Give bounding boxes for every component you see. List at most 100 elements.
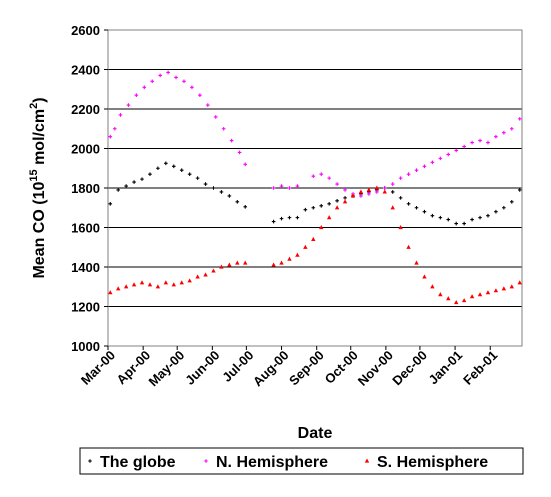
data-point xyxy=(132,180,136,184)
data-point xyxy=(319,203,324,208)
data-point xyxy=(279,216,284,221)
data-point xyxy=(179,168,184,173)
data-point xyxy=(342,199,348,204)
data-point xyxy=(414,168,419,173)
data-point xyxy=(124,184,128,188)
data-point xyxy=(326,215,332,220)
legend-marker-1 xyxy=(204,459,208,463)
data-point xyxy=(509,126,514,131)
data-point xyxy=(271,262,276,267)
data-point xyxy=(213,115,218,119)
data-point xyxy=(113,126,117,131)
data-point xyxy=(287,215,292,220)
data-point xyxy=(156,166,160,171)
data-point xyxy=(461,298,467,303)
data-point xyxy=(406,172,411,176)
data-point xyxy=(139,280,145,285)
data-point xyxy=(182,79,186,84)
data-point xyxy=(187,172,192,176)
data-point xyxy=(422,164,427,169)
data-point xyxy=(334,205,340,210)
data-point xyxy=(311,174,316,178)
data-point xyxy=(454,148,459,153)
data-point xyxy=(430,284,435,289)
data-point xyxy=(494,209,498,214)
data-point xyxy=(462,221,466,226)
data-point xyxy=(327,202,331,206)
data-point xyxy=(382,186,387,190)
data-point xyxy=(279,184,284,188)
data-point xyxy=(179,280,184,285)
data-point xyxy=(187,278,192,283)
y-tick-labels: 1000 1200 1400 1600 1800 2000 2200 2400 2600 xyxy=(71,23,108,354)
data-point xyxy=(235,260,240,265)
y-tick-label: 2200 xyxy=(71,102,100,117)
legend: The globe N. Hemisphere S. Hemisphere xyxy=(79,447,524,475)
y-tick-label: 2000 xyxy=(71,142,100,157)
data-point xyxy=(502,130,506,135)
legend-label-1: N. Hemisphere xyxy=(216,454,328,471)
data-point xyxy=(150,79,155,84)
data-point xyxy=(350,193,356,198)
data-point xyxy=(390,205,395,210)
y-tick-label: 1600 xyxy=(71,221,100,236)
data-point xyxy=(517,280,522,285)
data-point xyxy=(477,292,483,297)
data-point xyxy=(221,126,226,131)
legend-marker-0 xyxy=(88,459,92,463)
data-point xyxy=(414,260,419,265)
data-point xyxy=(398,176,403,180)
data-point xyxy=(142,85,147,90)
data-point xyxy=(211,186,216,190)
data-point xyxy=(406,202,411,206)
data-point xyxy=(438,292,443,297)
data-point xyxy=(494,134,498,139)
x-tick-label: Oct-00 xyxy=(322,348,361,387)
legend-marker-2 xyxy=(364,458,370,463)
legend-label-2: S. Hemisphere xyxy=(377,454,488,471)
data-point xyxy=(446,152,451,157)
data-point xyxy=(446,296,451,301)
x-tick-label: Feb-01 xyxy=(460,348,500,388)
data-point xyxy=(382,189,387,194)
x-tick-label: May-00 xyxy=(146,348,188,390)
data-point xyxy=(366,187,372,192)
data-point xyxy=(414,205,419,210)
x-tick-label: Sep-00 xyxy=(286,348,327,389)
x-axis-title: Date xyxy=(298,425,333,442)
data-point xyxy=(517,188,522,192)
data-point xyxy=(509,284,514,289)
data-point xyxy=(108,290,113,295)
data-point xyxy=(367,192,371,196)
data-point xyxy=(478,215,482,220)
data-point xyxy=(470,217,474,222)
data-point xyxy=(319,172,324,176)
series-2 xyxy=(108,185,522,305)
data-point xyxy=(343,188,347,192)
data-point xyxy=(375,190,379,194)
data-point xyxy=(227,262,232,267)
data-point xyxy=(335,199,339,203)
data-point xyxy=(203,272,208,277)
data-point xyxy=(279,260,284,265)
data-point xyxy=(243,260,248,265)
data-point xyxy=(206,103,210,107)
data-point xyxy=(501,286,507,291)
y-tick-label: 1000 xyxy=(71,339,100,354)
data-point xyxy=(235,200,240,204)
data-point xyxy=(486,140,490,145)
data-point xyxy=(174,75,178,80)
data-point xyxy=(147,282,153,287)
data-point xyxy=(422,274,427,279)
data-point xyxy=(190,85,194,90)
data-point xyxy=(219,190,224,194)
data-points xyxy=(108,70,522,305)
data-point xyxy=(163,280,169,285)
data-point xyxy=(446,217,451,222)
data-point xyxy=(271,219,276,224)
data-point xyxy=(454,300,459,305)
data-point xyxy=(485,290,491,295)
data-point xyxy=(358,189,364,194)
data-point xyxy=(148,172,152,176)
